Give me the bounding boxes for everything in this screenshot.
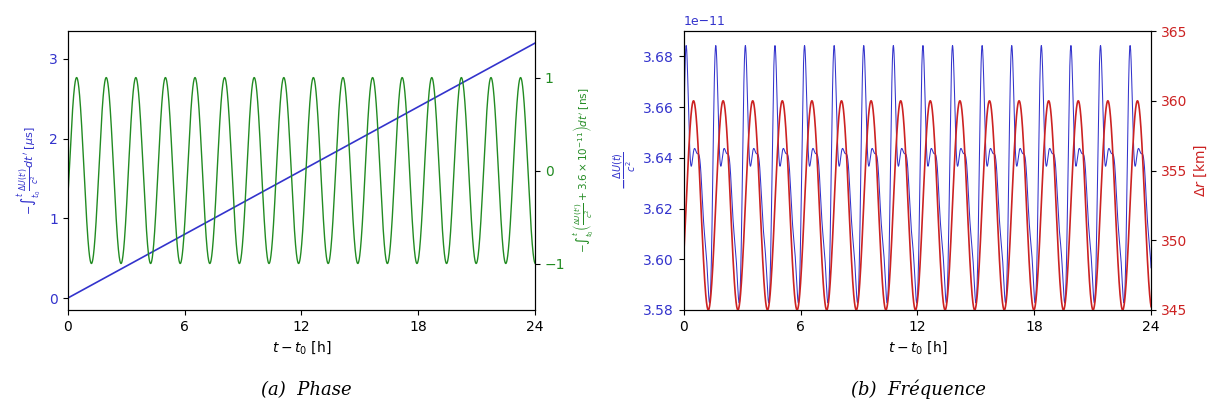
Text: 1e−11: 1e−11: [684, 15, 726, 28]
Text: (a)  Phase: (a) Phase: [261, 381, 351, 399]
Text: (b)  Fréquence: (b) Fréquence: [851, 379, 985, 399]
Y-axis label: $\Delta r$ [km]: $\Delta r$ [km]: [1192, 144, 1209, 197]
Y-axis label: $-\int_{t_0}^{t} \left(\frac{\Delta U(t')}{c^2} + 3.6 \times 10^{-11}\right) dt': $-\int_{t_0}^{t} \left(\frac{\Delta U(t'…: [570, 88, 596, 253]
X-axis label: $t - t_0$ [h]: $t - t_0$ [h]: [887, 339, 947, 356]
Y-axis label: $-\frac{\Delta U(t)}{c^2}$: $-\frac{\Delta U(t)}{c^2}$: [611, 151, 638, 190]
Y-axis label: $-\int_{t_0}^{t} \frac{\Delta U(t')}{c^2} dt'$ [$\mu$s]: $-\int_{t_0}^{t} \frac{\Delta U(t')}{c^2…: [15, 126, 44, 215]
X-axis label: $t - t_0$ [h]: $t - t_0$ [h]: [272, 339, 332, 356]
